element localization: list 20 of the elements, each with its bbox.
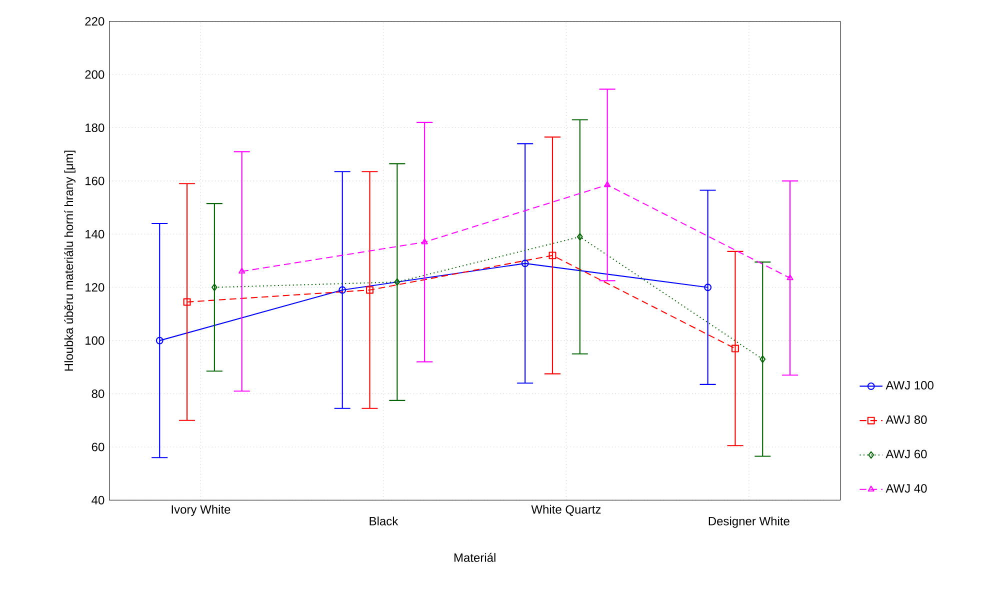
y-tick-label: 220 <box>85 17 104 26</box>
y-axis-title: Hloubka úběru materiálu horní hrany [μm] <box>64 150 76 371</box>
y-tick-label: 100 <box>86 336 104 346</box>
x-tick-label: Designer White <box>708 516 790 528</box>
legend-label: AWJ 40 <box>886 484 927 493</box>
y-tick-label: 60 <box>92 442 104 452</box>
x-axis-title: Materiál <box>454 553 496 562</box>
x-tick-label: White Quartz <box>531 505 601 516</box>
x-tick-label: Ivory White <box>172 505 230 516</box>
y-tick-label: 140 <box>86 230 104 239</box>
y-tick-label: 180 <box>86 124 104 132</box>
legend-label: AWJ 100 <box>886 381 934 390</box>
y-tick-label: 160 <box>86 176 104 186</box>
y-tick-label: 40 <box>92 496 104 505</box>
y-tick-label: 120 <box>86 283 104 292</box>
legend-label: AWJ 80 <box>886 416 927 424</box>
y-tick-label: 200 <box>85 70 104 80</box>
x-tick-label: Black <box>370 516 398 526</box>
legend-label: AWJ 60 <box>886 450 927 459</box>
y-tick-label: 80 <box>92 390 104 398</box>
